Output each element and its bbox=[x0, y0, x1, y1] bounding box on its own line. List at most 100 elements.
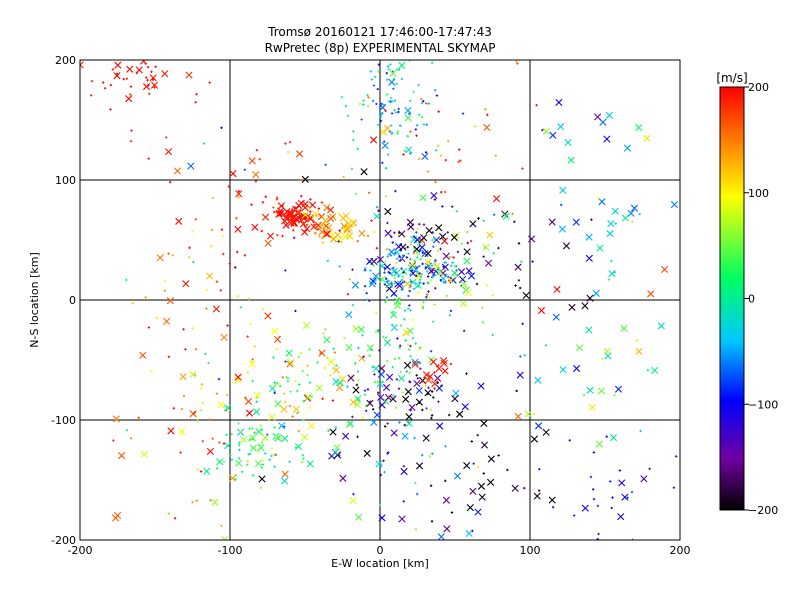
data-point-plus bbox=[421, 379, 424, 383]
data-point-x bbox=[346, 232, 354, 240]
data-point-plus bbox=[421, 306, 425, 310]
data-point-plus bbox=[288, 140, 292, 144]
data-point-plus bbox=[237, 195, 240, 199]
data-point-plus bbox=[414, 128, 418, 131]
data-point-plus bbox=[415, 492, 419, 496]
data-point-x bbox=[463, 248, 471, 256]
data-point-plus bbox=[436, 381, 439, 385]
data-point-plus bbox=[332, 367, 335, 370]
data-point-plus bbox=[347, 223, 350, 226]
data-point-plus bbox=[235, 216, 238, 220]
data-point-plus bbox=[607, 278, 611, 281]
data-point-plus bbox=[228, 262, 231, 265]
data-point-plus bbox=[430, 390, 434, 393]
data-point-plus bbox=[396, 68, 399, 71]
data-point-plus bbox=[592, 451, 596, 454]
data-point-plus bbox=[392, 87, 395, 90]
data-point-plus bbox=[163, 279, 167, 283]
data-point-plus bbox=[346, 114, 350, 118]
data-point-plus bbox=[363, 393, 367, 397]
x-tick-label: 0 bbox=[377, 544, 384, 557]
data-point-plus bbox=[439, 247, 442, 251]
data-point-plus bbox=[184, 348, 187, 351]
data-point-x bbox=[411, 360, 419, 368]
data-point-x bbox=[603, 347, 611, 356]
data-point-plus bbox=[538, 467, 541, 471]
data-point-plus bbox=[383, 470, 386, 474]
data-point-plus bbox=[199, 470, 203, 473]
data-point-x bbox=[422, 434, 430, 442]
data-point-plus bbox=[346, 292, 350, 296]
data-point-plus bbox=[434, 149, 438, 152]
data-point-x bbox=[346, 419, 354, 427]
data-point-x bbox=[331, 448, 339, 456]
data-point-plus bbox=[456, 274, 459, 277]
data-point-plus bbox=[279, 214, 282, 217]
data-point-x bbox=[465, 529, 473, 537]
data-point-plus bbox=[425, 407, 428, 410]
data-point-x bbox=[304, 393, 312, 401]
data-point-plus bbox=[208, 418, 212, 421]
x-tick-label: 200 bbox=[670, 544, 691, 557]
data-point-plus bbox=[379, 473, 383, 477]
data-point-plus bbox=[519, 355, 522, 358]
data-point-plus bbox=[222, 234, 225, 237]
data-point-plus bbox=[167, 355, 171, 359]
data-point-plus bbox=[259, 486, 262, 490]
data-point-x bbox=[542, 127, 550, 136]
data-point-plus bbox=[428, 455, 432, 458]
data-point-plus bbox=[532, 412, 536, 415]
data-point-x bbox=[575, 344, 584, 352]
data-point-plus bbox=[409, 344, 412, 348]
data-point-x bbox=[487, 455, 495, 463]
data-point-plus bbox=[200, 383, 204, 386]
data-point-plus bbox=[155, 316, 159, 320]
data-point-plus bbox=[321, 241, 325, 244]
data-point-x bbox=[150, 81, 159, 89]
data-point-plus bbox=[357, 346, 360, 350]
data-point-plus bbox=[416, 377, 420, 380]
data-point-plus bbox=[403, 149, 407, 152]
data-point-plus bbox=[324, 163, 327, 167]
data-point-x bbox=[245, 409, 254, 417]
data-point-plus bbox=[298, 383, 301, 386]
data-point-plus bbox=[424, 384, 427, 387]
data-point-plus bbox=[196, 419, 199, 422]
data-point-plus bbox=[427, 386, 430, 390]
data-point-plus bbox=[259, 424, 262, 427]
data-point-x bbox=[149, 74, 157, 82]
colorbar-ticks: 200 100 0 −100 −200 bbox=[744, 81, 778, 517]
data-point-plus bbox=[321, 397, 324, 400]
data-point-x bbox=[295, 150, 304, 158]
data-point-x bbox=[282, 221, 290, 229]
data-point-plus bbox=[398, 356, 401, 360]
data-point-plus bbox=[129, 139, 133, 143]
data-point-plus bbox=[302, 222, 306, 226]
data-point-x bbox=[559, 186, 567, 194]
data-point-plus bbox=[109, 83, 113, 87]
data-point-plus bbox=[381, 380, 384, 384]
data-point-plus bbox=[361, 416, 365, 420]
data-point-plus bbox=[531, 260, 534, 263]
data-point-x bbox=[567, 156, 575, 164]
data-point-x bbox=[372, 272, 380, 280]
data-point-x bbox=[314, 221, 322, 229]
data-point-plus bbox=[414, 528, 418, 531]
data-point-plus bbox=[220, 126, 223, 129]
data-point-x bbox=[292, 405, 301, 414]
data-point-x bbox=[446, 277, 455, 285]
data-point-x bbox=[419, 194, 427, 202]
data-point-plus bbox=[401, 391, 404, 394]
data-point-plus bbox=[239, 306, 243, 309]
data-point-plus bbox=[407, 286, 411, 289]
data-point-plus bbox=[385, 336, 388, 339]
data-point-x bbox=[421, 249, 429, 258]
data-point-x bbox=[559, 366, 567, 374]
data-point-plus bbox=[415, 374, 418, 377]
data-point-plus bbox=[402, 271, 405, 274]
data-point-plus bbox=[466, 241, 469, 245]
data-point-x bbox=[323, 204, 331, 212]
data-point-plus bbox=[582, 393, 586, 397]
data-point-plus bbox=[129, 437, 133, 440]
